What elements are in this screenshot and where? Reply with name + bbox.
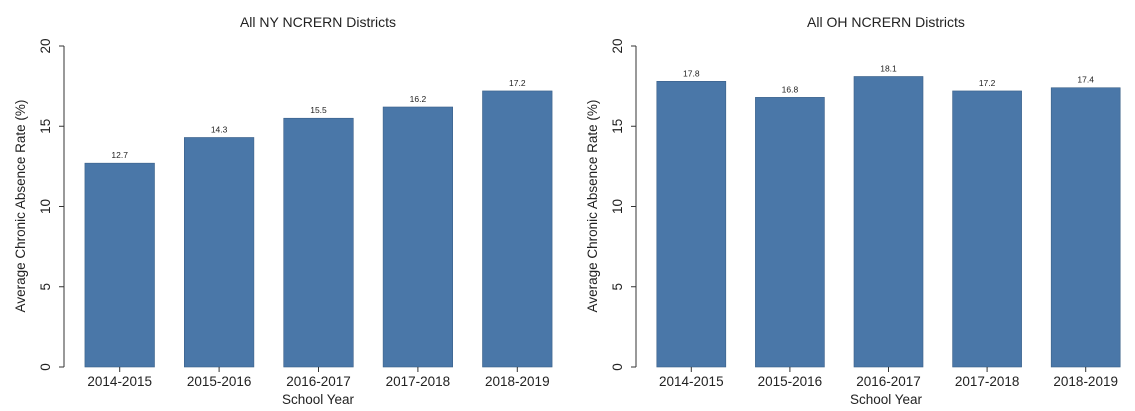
bar — [382, 106, 453, 368]
bar-data-label: 17.4 — [1077, 75, 1094, 85]
x-axis-ticks: 2014-2015 2015-2016 2016-2017 2017-2018 2018… — [659, 367, 1118, 389]
bar — [283, 117, 354, 368]
y-tick-label: 15 — [38, 119, 53, 134]
y-axis-title: Average Chronic Absence Rate (%) — [585, 100, 600, 313]
bar — [853, 76, 924, 368]
x-tick-label: 2015-2016 — [187, 374, 252, 389]
bar-data-label: 16.2 — [410, 94, 427, 104]
bar — [755, 97, 825, 368]
bar — [84, 162, 155, 368]
x-tick-label: 2015-2016 — [758, 374, 823, 389]
bar-data-label: 17.2 — [509, 78, 526, 88]
bars: 17.8 16.8 18.1 17.2 17.4 — [656, 63, 1121, 368]
chart-title: All NY NCRERN Districts — [240, 14, 396, 30]
y-tick-label: 0 — [610, 363, 625, 371]
y-axis-ticks: 0 5 10 15 20 — [38, 38, 64, 371]
y-tick-label: 0 — [38, 363, 53, 371]
bar-data-label: 15.5 — [310, 105, 327, 115]
x-tick-label: 2016-2017 — [856, 374, 921, 389]
bar-data-label: 17.2 — [979, 78, 996, 88]
bar — [482, 90, 553, 368]
x-tick-label: 2014-2015 — [87, 374, 152, 389]
bar-data-label: 14.3 — [211, 124, 228, 134]
x-axis-title: School Year — [850, 392, 923, 407]
oh-chart-panel: All OH NCRERN Districts Average Chronic … — [585, 14, 1121, 407]
y-tick-label: 20 — [38, 38, 53, 53]
x-tick-label: 2016-2017 — [286, 374, 351, 389]
y-axis-ticks: 0 5 10 15 20 — [610, 38, 636, 371]
bar-data-label: 17.8 — [683, 68, 700, 78]
ny-chart-panel: All NY NCRERN Districts Average Chronic … — [13, 14, 553, 407]
y-tick-label: 5 — [610, 283, 625, 291]
bar-data-label: 18.1 — [880, 63, 897, 73]
x-tick-label: 2018-2019 — [1053, 374, 1118, 389]
x-tick-label: 2017-2018 — [386, 374, 451, 389]
y-tick-label: 10 — [610, 199, 625, 214]
y-axis-title: Average Chronic Absence Rate (%) — [13, 100, 28, 313]
x-tick-label: 2014-2015 — [659, 374, 724, 389]
y-tick-label: 15 — [610, 119, 625, 134]
chart-title: All OH NCRERN Districts — [807, 14, 965, 30]
bars: 12.7 14.3 15.5 16.2 17.2 — [84, 78, 553, 368]
x-axis-ticks: 2014-2015 2015-2016 2016-2017 2017-2018 2018… — [87, 367, 550, 389]
bar — [656, 81, 727, 368]
bar-data-label: 12.7 — [111, 150, 128, 160]
bar-data-label: 16.8 — [782, 84, 799, 94]
bar — [952, 90, 1022, 368]
bar — [1050, 87, 1121, 368]
y-tick-label: 10 — [38, 199, 53, 214]
x-tick-label: 2018-2019 — [485, 374, 550, 389]
bar — [184, 137, 255, 368]
x-axis-title: School Year — [282, 392, 355, 407]
y-tick-label: 5 — [38, 283, 53, 291]
x-tick-label: 2017-2018 — [955, 374, 1020, 389]
y-tick-label: 20 — [610, 38, 625, 53]
